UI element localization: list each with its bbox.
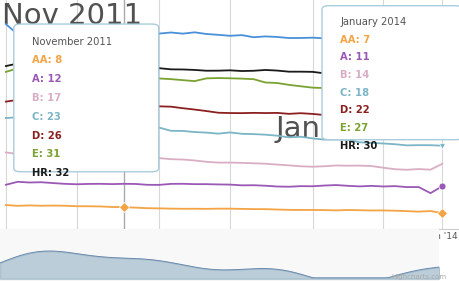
Text: AA: 8: AA: 8 — [32, 55, 62, 65]
FancyBboxPatch shape — [14, 24, 158, 172]
Text: E: 31: E: 31 — [32, 149, 61, 159]
Text: Highcharts.com: Highcharts.com — [390, 274, 445, 280]
Text: B: 14: B: 14 — [340, 70, 369, 80]
Text: A: 12: A: 12 — [32, 74, 62, 84]
Text: HR: 32: HR: 32 — [32, 168, 69, 178]
Text: HR: 30: HR: 30 — [340, 140, 377, 151]
Text: November 2011: November 2011 — [32, 37, 112, 47]
Text: Nov 2011: Nov 2011 — [2, 2, 142, 30]
Text: A: 11: A: 11 — [340, 53, 369, 62]
Text: AA: 7: AA: 7 — [340, 35, 369, 45]
Text: B: 17: B: 17 — [32, 93, 61, 103]
Text: January 2014: January 2014 — [340, 17, 406, 27]
Text: Jan 2014: Jan 2014 — [275, 115, 403, 142]
Text: D: 22: D: 22 — [340, 105, 369, 115]
Text: D: 26: D: 26 — [32, 131, 62, 140]
Text: C: 18: C: 18 — [340, 88, 369, 98]
Text: C: 23: C: 23 — [32, 112, 61, 122]
FancyBboxPatch shape — [321, 6, 459, 140]
Text: E: 27: E: 27 — [340, 123, 368, 133]
